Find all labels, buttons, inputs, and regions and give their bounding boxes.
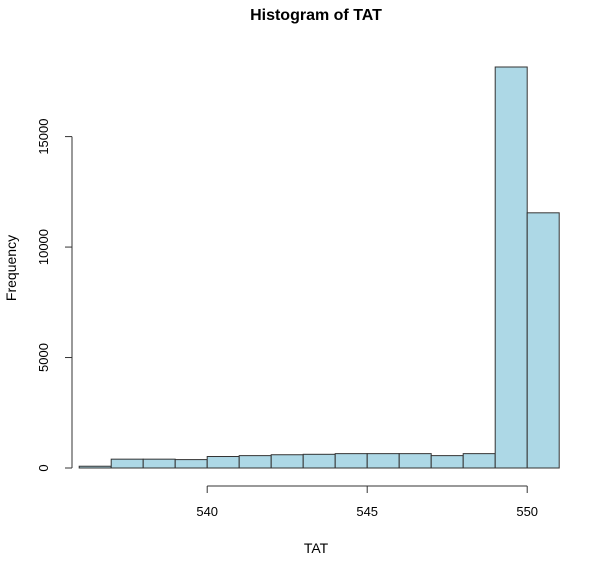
y-tick-label: 5000 — [36, 343, 51, 372]
histogram-bar — [238, 455, 272, 469]
histogram-bar — [398, 453, 432, 469]
x-axis-label: TAT — [304, 540, 329, 556]
histogram-bar — [302, 453, 336, 469]
chart-title: Histogram of TAT — [250, 7, 382, 24]
histogram-bar — [494, 66, 528, 469]
histogram-bar — [142, 458, 176, 469]
histogram-bar — [206, 456, 240, 469]
x-tick-label: 550 — [516, 504, 538, 519]
histogram-bar — [334, 453, 368, 469]
histogram-bar — [366, 453, 400, 469]
histogram-bar — [270, 454, 304, 469]
histogram-bar — [110, 458, 144, 469]
histogram-bar — [526, 212, 560, 469]
x-tick-label: 545 — [356, 504, 378, 519]
histogram-bar — [78, 465, 112, 469]
x-axis: 540 545 550 — [196, 485, 538, 519]
histogram-bar — [462, 453, 496, 469]
y-tick-label: 0 — [36, 464, 51, 471]
x-tick-label: 540 — [196, 504, 218, 519]
y-axis: 0 5000 10000 15000 — [36, 119, 73, 472]
bars-group — [78, 66, 560, 469]
y-tick-label: 10000 — [36, 229, 51, 265]
y-tick-label: 15000 — [36, 119, 51, 155]
histogram-bar — [174, 459, 208, 469]
y-axis-label: Frequency — [3, 235, 19, 301]
histogram-bar — [430, 455, 464, 469]
